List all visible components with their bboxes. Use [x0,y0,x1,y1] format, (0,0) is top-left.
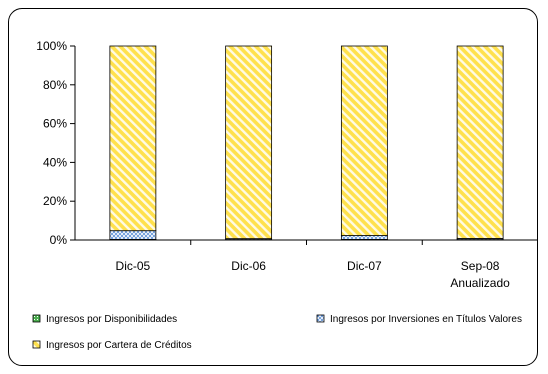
bar-segment [109,230,157,240]
x-tick-label: Anualizado [450,276,510,290]
y-tick-label: 40% [43,155,67,169]
legend-swatch [32,314,41,323]
x-tick-label: Sep-08 [461,259,500,273]
bar-segment [456,45,504,239]
legend-swatch [316,314,325,323]
bar-segment [109,45,157,232]
x-tick-label: Dic-05 [116,259,151,273]
x-tick-label: Dic-06 [231,259,266,273]
y-tick-label: 60% [43,117,67,131]
legend-swatch [32,340,41,349]
legend: Ingresos por Disponibilidades Ingresos po… [32,314,522,351]
y-tick-label: 80% [43,78,67,92]
bar-segment [340,235,388,240]
plot-area: 0% 20% 40% 60% 80% 100% Dic-05 Dic-06 Dic-07 Sep-… [36,39,538,290]
legend-label: Ingresos por Inversiones en Títulos Valo… [330,314,522,325]
bar-segment [225,45,273,240]
chart-frame [8,8,538,366]
legend-label: Ingresos por Disponibilidades [46,314,177,325]
y-tick-label: 100% [36,39,67,53]
y-tick-label: 20% [43,194,67,208]
bar-segment [340,45,388,236]
x-tick-label: Dic-07 [347,259,382,273]
y-tick-label: 0% [50,233,68,247]
legend-label: Ingresos por Cartera de Créditos [46,340,192,351]
